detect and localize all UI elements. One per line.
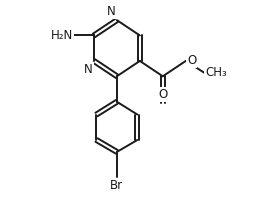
Text: O: O bbox=[187, 54, 196, 67]
Text: N: N bbox=[84, 63, 93, 76]
Text: O: O bbox=[158, 88, 167, 101]
Text: N: N bbox=[107, 6, 116, 19]
Text: CH₃: CH₃ bbox=[205, 66, 227, 79]
Text: H₂N: H₂N bbox=[50, 29, 73, 42]
Text: Br: Br bbox=[110, 179, 123, 192]
